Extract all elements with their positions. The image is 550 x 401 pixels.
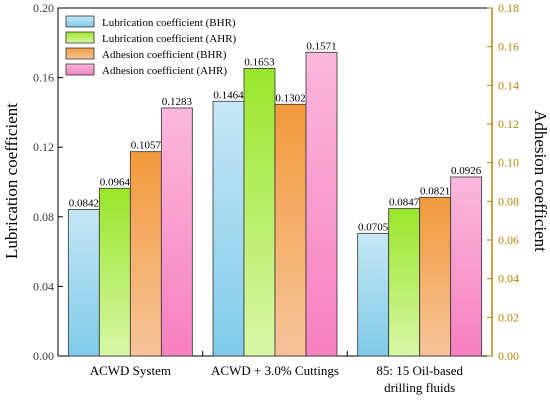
bar xyxy=(357,232,390,357)
y-left-tick-label: 0.12 xyxy=(33,140,54,154)
legend-label: Lubrication coefficient (BHR) xyxy=(102,17,236,29)
data-label: 0.1302 xyxy=(275,92,305,104)
data-label: 0.1571 xyxy=(306,40,336,52)
data-label: 0.1057 xyxy=(131,140,162,152)
y-right-tick-label: 0.04 xyxy=(498,272,519,286)
bar xyxy=(243,67,276,357)
data-label: 0.1653 xyxy=(244,56,275,68)
data-label: 0.0847 xyxy=(389,197,420,209)
bar xyxy=(274,103,307,357)
legend-label: Lubrication coefficient (AHR) xyxy=(102,33,237,45)
legend-label: Adhesion coefficient (BHR) xyxy=(102,49,227,61)
y-axis-right-title: Adhesion coefficient xyxy=(531,110,550,252)
x-category-label: ACWD + 3.0% Cuttings xyxy=(211,363,339,378)
legend-swatch xyxy=(65,15,95,28)
bar xyxy=(67,209,100,357)
data-label: 0.0842 xyxy=(69,197,99,209)
legend-swatch xyxy=(65,47,95,60)
data-label: 0.0964 xyxy=(100,176,131,188)
data-label: 0.1283 xyxy=(162,96,193,108)
bar xyxy=(129,151,162,357)
y-right-tick-label: 0.02 xyxy=(498,310,519,324)
data-label: 0.0821 xyxy=(420,185,450,197)
data-label: 0.1464 xyxy=(213,89,244,101)
bar xyxy=(419,196,452,357)
bar xyxy=(305,51,338,357)
x-category-label: ACWD System xyxy=(90,363,171,378)
y-right-tick-label: 0.12 xyxy=(498,117,519,131)
y-right-tick-label: 0.10 xyxy=(498,156,519,170)
x-category-label: 85: 15 Oil-based xyxy=(376,363,463,378)
bar xyxy=(212,100,245,357)
data-label: 0.0705 xyxy=(358,221,389,233)
y-right-tick-label: 0.16 xyxy=(498,40,519,54)
y-right-tick-label: 0.18 xyxy=(498,1,519,15)
y-left-tick-label: 0.16 xyxy=(33,71,54,85)
y-left-tick-label: 0.08 xyxy=(33,210,54,224)
x-category-label: drilling fluids xyxy=(384,380,455,395)
y-right-tick-label: 0.00 xyxy=(498,349,519,363)
legend-swatch xyxy=(65,63,95,76)
y-axis-left-title: Lubrication coefficient xyxy=(2,103,21,259)
bar xyxy=(98,187,131,357)
bar xyxy=(388,208,421,357)
y-left-tick-label: 0.00 xyxy=(33,349,54,363)
y-right-tick-label: 0.14 xyxy=(498,78,519,92)
y-left-tick-label: 0.04 xyxy=(33,279,54,293)
y-right-tick-label: 0.08 xyxy=(498,194,519,208)
legend-label: Adhesion coefficient (AHR) xyxy=(102,65,227,77)
legend-swatch xyxy=(65,31,95,44)
data-label: 0.0926 xyxy=(451,165,482,177)
bar xyxy=(160,107,193,357)
y-right-tick-label: 0.06 xyxy=(498,233,519,247)
y-left-tick-label: 0.20 xyxy=(33,1,54,15)
bar xyxy=(450,176,483,357)
